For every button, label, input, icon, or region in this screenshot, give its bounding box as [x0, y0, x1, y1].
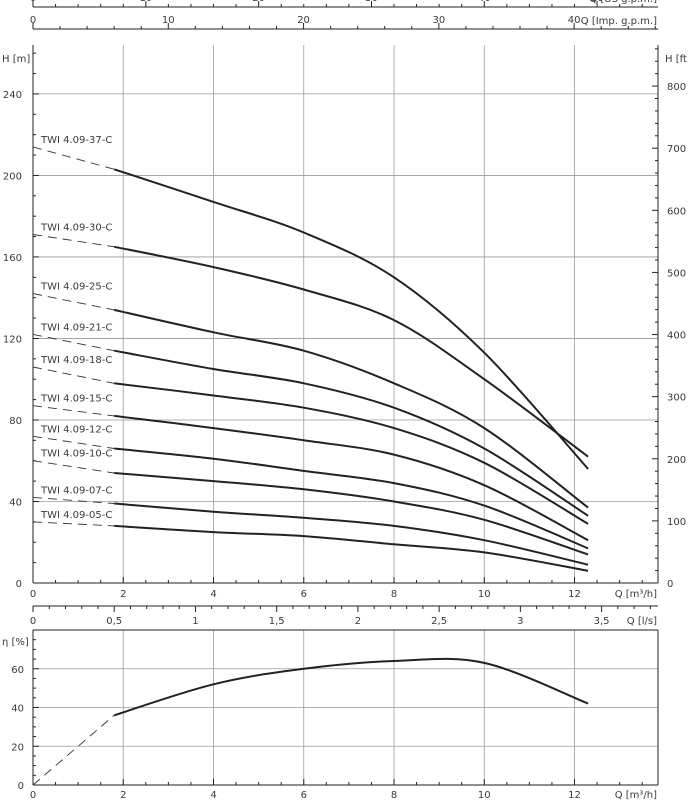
top-axis-tick-label: 0: [30, 0, 36, 4]
head-y2-tick-label: 100: [667, 517, 686, 528]
head-x-tick-label: 6: [301, 589, 307, 600]
head-curve-3: [114, 349, 589, 517]
head-y-tick-label: 80: [9, 416, 22, 427]
head-x-tick-label: 2: [120, 589, 126, 600]
head-curve-dash: [32, 521, 115, 527]
head-y2-label: H [ft]: [665, 54, 688, 65]
eff-x-tick-label: 2: [120, 790, 126, 800]
series-label: TWI 4.09-15-C: [40, 394, 112, 405]
ls-axis-tick-label: 3,5: [594, 616, 610, 627]
eff-y-tick-label: 40: [11, 704, 24, 715]
eff-y-label: η [%]: [2, 637, 29, 648]
eff-x-tick-label: 10: [478, 790, 491, 800]
series-label: TWI 4.09-37-C: [40, 135, 112, 146]
head-y2-tick-label: 0: [667, 579, 673, 590]
top-axis-tick-label: 50: [591, 0, 604, 4]
head-curve-5: [114, 414, 589, 542]
head-y-tick-label: 0: [16, 579, 22, 590]
ls-axis-tick-label: 0,5: [106, 616, 122, 627]
ls-axis-tick-label: 1,5: [269, 616, 285, 627]
head-curve-dash: [32, 460, 115, 474]
series-label: TWI 4.09-18-C: [40, 355, 112, 366]
top-axis-tick-label: 10: [162, 15, 175, 26]
top-axis-tick-label: 30: [432, 15, 445, 26]
head-x-label: Q [m³/h]: [615, 589, 657, 600]
head-curve-1: [114, 245, 589, 458]
efficiency-curve: [113, 657, 589, 717]
series-label: TWI 4.09-07-C: [40, 485, 112, 496]
eff-y-tick-label: 0: [18, 781, 24, 792]
eff-x-tick-label: 4: [210, 790, 216, 800]
top-axis-label: Q [US g.p.m.]: [589, 0, 657, 5]
head-y2-tick-label: 400: [667, 331, 686, 342]
head-y-tick-label: 40: [9, 497, 22, 508]
eff-x-tick-label: 12: [568, 790, 581, 800]
series-label: TWI 4.09-21-C: [40, 322, 112, 333]
eff-x-tick-label: 6: [301, 790, 307, 800]
head-x-tick-label: 4: [210, 589, 216, 600]
top-axis-label: Q [Imp. g.p.m.]: [581, 16, 657, 27]
eff-y-tick-label: 20: [11, 742, 24, 753]
top-axis-tick-label: 20: [297, 15, 310, 26]
head-curve-dash: [32, 293, 115, 311]
head-x-tick-label: 12: [568, 589, 581, 600]
head-y2-tick-label: 500: [667, 268, 686, 279]
ls-axis-tick-label: 2: [355, 616, 361, 627]
top-axis-tick-label: 40: [478, 0, 491, 4]
series-label: TWI 4.09-30-C: [40, 223, 112, 234]
ls-axis-tick-label: 1: [192, 616, 198, 627]
head-curve-8: [114, 502, 589, 566]
top-axis-tick-label: 40: [568, 15, 581, 26]
head-y-tick-label: 200: [3, 171, 22, 182]
head-y2-tick-label: 300: [667, 393, 686, 404]
head-curve-dash: [32, 333, 115, 352]
head-curve-6: [114, 447, 589, 550]
series-label: TWI 4.09-25-C: [40, 282, 112, 293]
top-axis-tick-label: 10: [139, 0, 152, 4]
head-curve-dash: [32, 496, 115, 504]
head-y2-tick-label: 600: [667, 206, 686, 217]
top-axis-tick-label: 30: [365, 0, 378, 4]
head-curve-dash: [32, 405, 115, 417]
eff-x-tick-label: 8: [391, 790, 397, 800]
efficiency-curve-dash: [32, 714, 115, 786]
eff-x-tick-label: 0: [30, 790, 36, 800]
head-curve-dash: [32, 366, 115, 384]
head-curve-dash: [32, 146, 115, 170]
series-label: TWI 4.09-10-C: [40, 449, 112, 460]
ls-axis-tick-label: 3: [517, 616, 523, 627]
head-curve-dash: [32, 234, 115, 248]
top-axis-tick-label: 20: [252, 0, 265, 4]
head-y-tick-label: 160: [3, 253, 22, 264]
head-x-tick-label: 0: [30, 589, 36, 600]
top-axis-tick-label: 0: [30, 15, 36, 26]
head-y-tick-label: 120: [3, 334, 22, 345]
head-curve-4: [114, 382, 589, 525]
head-curve-2: [113, 308, 589, 509]
head-x-tick-label: 10: [478, 589, 491, 600]
head-y-label: H [m]: [2, 54, 30, 65]
head-curve-9: [114, 524, 589, 572]
head-y2-tick-label: 700: [667, 144, 686, 155]
head-curve-dash: [32, 435, 115, 449]
series-label: TWI 4.09-05-C: [40, 510, 112, 521]
head-y-tick-label: 240: [3, 90, 22, 101]
head-y2-tick-label: 800: [667, 82, 686, 93]
head-y2-tick-label: 200: [667, 455, 686, 466]
head-curve-0: [113, 168, 589, 470]
ls-axis-tick-label: 0: [30, 616, 36, 627]
series-label: TWI 4.09-12-C: [40, 424, 112, 435]
head-curve-7: [114, 472, 589, 556]
eff-y-tick-label: 60: [11, 665, 24, 676]
eff-x-label: Q [m³/h]: [615, 790, 657, 800]
ls-axis-label: Q [l/s]: [627, 616, 657, 627]
head-x-tick-label: 8: [391, 589, 397, 600]
ls-axis-tick-label: 2,5: [431, 616, 447, 627]
